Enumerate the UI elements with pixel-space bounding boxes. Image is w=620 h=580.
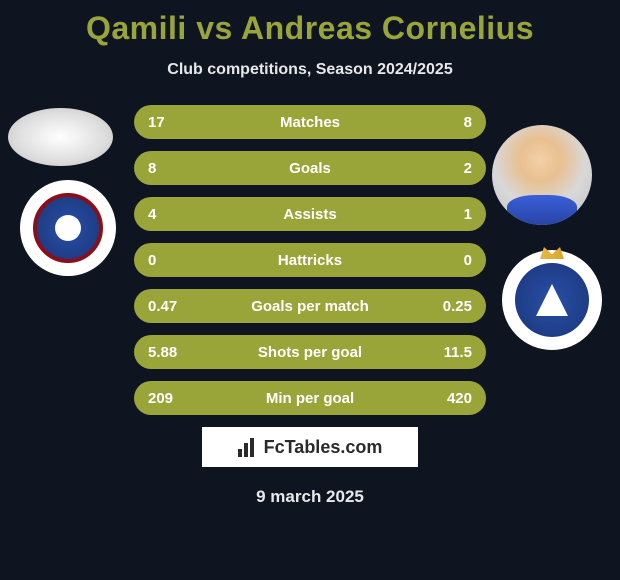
player-right-club-badge [502,250,602,350]
stat-label: Hattricks [188,252,432,269]
stat-right-value: 8 [432,114,472,131]
stat-row: 0.47 Goals per match 0.25 [134,289,486,323]
bars-icon [238,437,258,457]
stat-left-value: 209 [148,390,188,407]
stat-row: 17 Matches 8 [134,105,486,139]
stat-row: 209 Min per goal 420 [134,381,486,415]
page-title: Qamili vs Andreas Cornelius [0,0,620,47]
stat-label: Matches [188,114,432,131]
footer-logo: FcTables.com [202,427,418,467]
stat-row: 0 Hattricks 0 [134,243,486,277]
stat-left-value: 5.88 [148,344,188,361]
subtitle: Club competitions, Season 2024/2025 [0,61,620,79]
stat-row: 8 Goals 2 [134,151,486,185]
stat-label: Goals per match [188,298,432,315]
stat-left-value: 0.47 [148,298,188,315]
stat-right-value: 0 [432,252,472,269]
stat-right-value: 1 [432,206,472,223]
stat-label: Assists [188,206,432,223]
stat-left-value: 17 [148,114,188,131]
stat-label: Min per goal [188,390,432,407]
stat-right-value: 0.25 [432,298,472,315]
stats-table: 17 Matches 8 8 Goals 2 4 Assists 1 0 Hat… [134,105,486,415]
player-left-club-badge [20,180,116,276]
stat-row: 5.88 Shots per goal 11.5 [134,335,486,369]
stat-row: 4 Assists 1 [134,197,486,231]
stat-right-value: 420 [432,390,472,407]
player-left-avatar [8,108,113,166]
stat-right-value: 2 [432,160,472,177]
stat-left-value: 0 [148,252,188,269]
stat-right-value: 11.5 [432,344,472,361]
stat-left-value: 4 [148,206,188,223]
player-right-avatar [492,125,592,225]
footer-date: 9 march 2025 [0,487,620,507]
footer-logo-text: FcTables.com [264,437,383,458]
stat-label: Goals [188,160,432,177]
stat-left-value: 8 [148,160,188,177]
stat-label: Shots per goal [188,344,432,361]
